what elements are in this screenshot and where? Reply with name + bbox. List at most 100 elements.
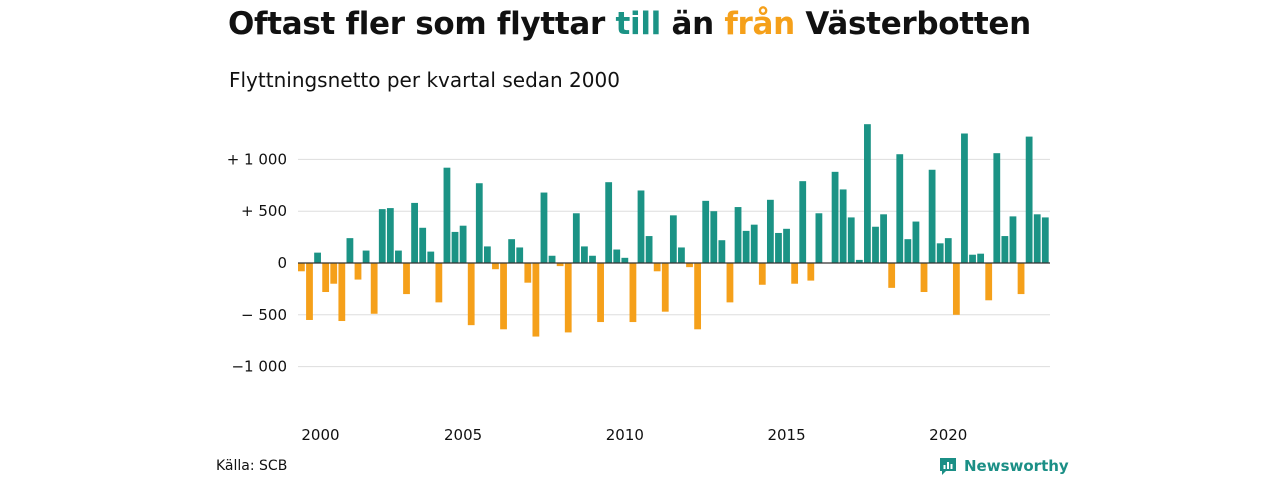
brand-logo-block[interactable]: Newsworthy <box>938 456 1069 476</box>
bar-negative <box>726 263 734 303</box>
bar-negative <box>694 263 702 330</box>
bar-positive <box>483 246 491 263</box>
brand-name: Newsworthy <box>964 457 1069 475</box>
bar-positive <box>378 209 386 263</box>
bar-negative <box>758 263 766 285</box>
bar-negative <box>330 263 338 284</box>
bar-negative <box>500 263 507 330</box>
bar-negative <box>564 263 572 333</box>
bar-positive <box>864 124 871 264</box>
bar-positive <box>346 238 354 263</box>
bar-positive <box>783 228 790 263</box>
bar-positive <box>750 224 758 263</box>
bar-positive <box>1033 214 1041 263</box>
bar-negative <box>403 263 410 295</box>
bar-positive <box>669 215 677 263</box>
bar-negative <box>306 263 313 320</box>
bar-negative <box>298 263 305 272</box>
bar-positive <box>637 190 645 263</box>
bar-positive <box>928 169 936 263</box>
bar-positive <box>718 240 726 263</box>
bar-negative <box>354 263 362 280</box>
bar-positive <box>613 249 621 263</box>
bar-negative <box>791 263 799 284</box>
gridlines <box>298 158 1050 368</box>
bar-positive <box>475 183 483 263</box>
bar-positive <box>419 227 427 263</box>
y-tick-label: −1 000 <box>231 358 287 376</box>
title-word-out: från <box>724 6 795 42</box>
bar-negative <box>556 263 564 267</box>
bar-positive <box>710 211 718 263</box>
bar-positive <box>645 236 653 263</box>
newsworthy-logo-icon <box>940 458 956 475</box>
bar-positive <box>775 232 782 263</box>
bar-negative <box>435 263 443 303</box>
bar-positive <box>702 200 710 263</box>
bar-positive <box>969 254 976 263</box>
bar-negative <box>629 263 637 323</box>
bar-positive <box>839 189 847 263</box>
bars <box>298 124 1049 337</box>
bar-negative <box>370 263 378 314</box>
bar-positive <box>936 243 944 263</box>
source-note: Källa: SCB <box>216 458 288 474</box>
bar-negative <box>985 263 993 301</box>
bar-positive <box>912 221 920 263</box>
bar-positive <box>799 181 807 263</box>
bar-positive <box>734 207 742 263</box>
bar-negative <box>338 263 346 322</box>
y-axis-ticks: + 1 000 + 500 0 − 500 −1 000 <box>227 150 287 375</box>
bar-negative <box>952 263 960 315</box>
bar-positive <box>548 255 556 263</box>
chart-subtitle: Flyttningsnetto per kvartal sedan 2000 <box>229 68 620 92</box>
title-word-in: till <box>615 6 661 42</box>
x-tick-label: 2010 <box>606 426 644 444</box>
bar-negative <box>524 263 532 283</box>
bar-negative <box>467 263 475 326</box>
bar-positive <box>362 250 370 263</box>
bar-negative <box>686 263 693 268</box>
bar-negative <box>597 263 604 323</box>
bar-positive <box>1041 217 1049 263</box>
bar-positive <box>427 251 435 263</box>
bar-negative <box>920 263 928 293</box>
bar-positive <box>581 246 588 263</box>
bar-positive <box>1009 216 1017 263</box>
bar-positive <box>855 259 863 263</box>
bar-positive <box>961 133 968 263</box>
bar-positive <box>815 213 823 263</box>
bar-positive <box>386 208 394 263</box>
bar-positive <box>589 255 596 263</box>
bar-positive <box>572 213 580 263</box>
bar-positive <box>540 192 548 263</box>
bar-positive <box>1001 236 1009 263</box>
bar-positive <box>678 247 685 263</box>
x-tick-label: 2020 <box>929 426 967 444</box>
bar-positive <box>831 171 839 263</box>
bar-positive <box>880 214 887 263</box>
bar-positive <box>977 253 985 263</box>
bar-positive <box>451 231 459 263</box>
bar-positive <box>766 199 774 263</box>
bar-negative <box>661 263 669 312</box>
bar-positive <box>742 230 750 263</box>
bar-positive <box>411 202 418 263</box>
bar-positive <box>904 239 912 263</box>
x-tick-label: 2000 <box>301 426 339 444</box>
bar-negative <box>532 263 540 337</box>
chart-title: Oftast fler som flyttar till än från Väs… <box>228 6 1031 42</box>
bar-positive <box>1025 136 1033 263</box>
bar-positive <box>847 217 855 263</box>
y-tick-label: − 500 <box>241 306 287 324</box>
title-part1: Oftast fler som flyttar <box>228 6 616 42</box>
bar-negative <box>492 263 499 270</box>
bar-negative <box>807 263 815 281</box>
x-tick-label: 2015 <box>767 426 805 444</box>
bar-positive <box>395 250 402 263</box>
bar-negative <box>888 263 896 288</box>
y-tick-label: 0 <box>277 254 287 272</box>
bar-positive <box>872 226 879 263</box>
x-axis-ticks: 2000 2005 2010 2015 2020 <box>301 426 967 444</box>
